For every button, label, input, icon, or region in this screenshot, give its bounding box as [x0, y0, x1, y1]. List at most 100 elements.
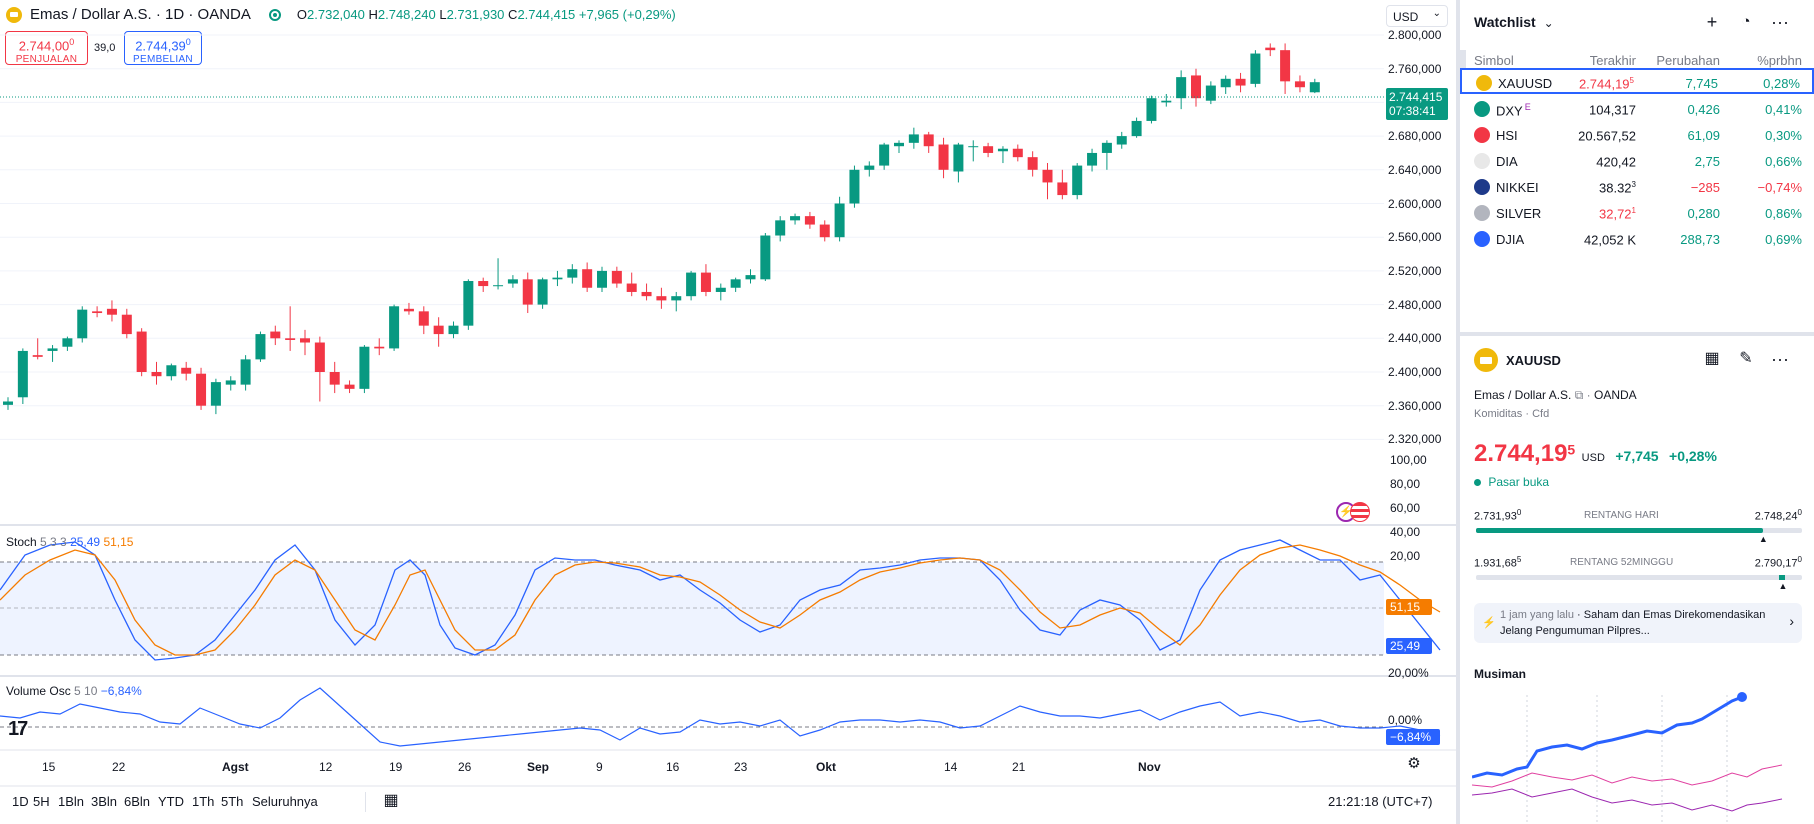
us-flag-icon[interactable]	[1350, 502, 1370, 522]
candle	[522, 279, 533, 305]
watchlist-row[interactable]: DXY E 104,317 0,426 0,41%	[1460, 94, 1814, 124]
chart-title[interactable]: Emas / Dollar A.S. · 1D · OANDA	[30, 6, 251, 23]
col-pct[interactable]: %prbhn	[1757, 53, 1802, 68]
watchlist-symbol: DJIA	[1496, 232, 1525, 247]
col-change[interactable]: Perubahan	[1656, 53, 1720, 68]
day-range-marker-icon: ▲	[1758, 534, 1768, 544]
advanced-view-icon[interactable]: ◔	[1741, 13, 1751, 30]
range-button-6bln[interactable]: 6Bln	[124, 794, 151, 809]
candle	[552, 277, 563, 280]
price-axis-label: 2.640,000	[1388, 162, 1442, 177]
stoch-d-tag: 51,15	[1386, 599, 1432, 615]
time-axis-label: 23	[734, 760, 748, 774]
candle	[121, 314, 132, 335]
more-icon[interactable]: ···	[1771, 349, 1789, 369]
candle	[730, 279, 741, 288]
candle	[626, 283, 637, 292]
seasonal-chart[interactable]	[1472, 685, 1802, 824]
candle	[997, 148, 1008, 152]
time-axis-label: 12	[319, 760, 333, 774]
range-button-5th[interactable]: 5Th	[221, 794, 244, 809]
candle	[1220, 78, 1231, 88]
news-item[interactable]: ⚡ 1 jam yang lalu · Saham dan Emas Direk…	[1474, 603, 1802, 643]
range-button-1th[interactable]: 1Th	[192, 794, 215, 809]
candle	[403, 308, 414, 312]
ohlc-values: O2.732,040 H2.748,240 L2.731,930 C2.744,…	[296, 7, 676, 22]
edit-icon[interactable]: ✎	[1739, 350, 1753, 367]
chevron-down-icon: ⌄	[1432, 8, 1441, 19]
watchlist-last: 32,721	[1599, 206, 1636, 222]
watchlist-last: 20.567,52	[1578, 128, 1636, 144]
candle	[1191, 75, 1201, 99]
candle	[1265, 47, 1276, 51]
right-panel: Watchlist ⌄ + ◔ ··· Simbol Terakhir Peru…	[1456, 0, 1814, 824]
watchlist-pct: 0,28%	[1763, 76, 1800, 91]
range-button-1d[interactable]: 1D	[12, 794, 29, 809]
lightning-icon: ⚡	[1482, 617, 1496, 629]
external-link-icon[interactable]: ⧉	[1574, 388, 1584, 402]
candle	[92, 311, 103, 314]
details-symbol[interactable]: XAUUSD	[1506, 353, 1561, 368]
watchlist-row[interactable]: DIA 420,42 2,75 0,66%	[1460, 146, 1814, 176]
stoch-axis-label: 80,00	[1390, 477, 1421, 491]
candle	[745, 275, 756, 280]
range-button-ytd[interactable]: YTD	[158, 794, 184, 809]
range-button-1bln[interactable]: 1Bln	[58, 794, 85, 809]
gold-icon	[6, 6, 22, 23]
candle	[166, 365, 177, 377]
seasonal-title[interactable]: Musiman	[1474, 667, 1527, 681]
range-button-seluruhnya[interactable]: Seluruhnya	[252, 794, 318, 809]
volosc-legend[interactable]: Volume Osc 5 10 −6,84%	[6, 684, 142, 698]
grid-icon[interactable]: ▦	[1704, 350, 1720, 367]
volosc-line	[0, 687, 1441, 747]
chart-area[interactable]: Emas / Dollar A.S. · 1D · OANDA O2.732,0…	[0, 0, 1456, 824]
candle	[1146, 98, 1157, 121]
sell-button[interactable]: 2.744,000 PENJUALAN	[5, 31, 88, 65]
add-symbol-icon[interactable]: +	[1706, 12, 1718, 32]
watchlist-row[interactable]: DJIA 42,052 K 288,73 0,69%	[1460, 224, 1814, 254]
watchlist-row[interactable]: HSI 20.567,52 61,09 0,30%	[1460, 120, 1814, 150]
candle	[1131, 120, 1142, 137]
clock[interactable]: 21:21:18 (UTC+7)	[1328, 794, 1433, 809]
candle	[879, 144, 890, 166]
range-button-5h[interactable]: 5H	[33, 794, 50, 809]
currency-select[interactable]: USD ⌄	[1386, 5, 1448, 27]
watchlist-row[interactable]: XAUUSD 2.744,195 7,745 0,28%	[1460, 68, 1814, 94]
market-status: Pasar buka	[1474, 475, 1549, 489]
col-last[interactable]: Terakhir	[1589, 53, 1636, 68]
buy-button[interactable]: 2.744,390 PEMBELIAN	[124, 31, 202, 65]
candle	[790, 216, 801, 221]
price-chart[interactable]	[0, 0, 1456, 824]
watchlist-title[interactable]: Watchlist ⌄	[1474, 14, 1554, 30]
panel-divider[interactable]	[1460, 332, 1814, 336]
watchlist-row[interactable]: SILVER 32,721 0,280 0,86%	[1460, 198, 1814, 228]
details-name-row: Emas / Dollar A.S. ⧉ · OANDA	[1474, 388, 1637, 402]
tradingview-logo[interactable]: 17	[8, 718, 28, 740]
time-axis-label: 15	[42, 760, 56, 774]
more-icon[interactable]: ···	[1771, 12, 1789, 32]
candle	[225, 380, 236, 385]
candle	[196, 373, 207, 406]
candle	[62, 338, 73, 347]
watchlist-row[interactable]: NIKKEI 38.323 −285 −0,74%	[1460, 172, 1814, 202]
price-axis-label: 2.440,000	[1388, 331, 1442, 346]
price-axis-label: 2.760,000	[1388, 61, 1442, 76]
stoch-k-line	[0, 539, 1441, 661]
watchlist-last: 2.744,195	[1578, 76, 1634, 92]
candle	[3, 401, 13, 405]
candle	[359, 346, 370, 389]
range-button-3bln[interactable]: 3Bln	[91, 794, 118, 809]
candle	[507, 279, 518, 284]
candle	[1116, 136, 1127, 145]
watchlist-pct: 0,66%	[1765, 154, 1802, 169]
spread-value: 39,0	[94, 42, 116, 54]
price-axis-label: 2.800,000	[1388, 28, 1442, 42]
settings-icon[interactable]: ⚙	[1407, 755, 1421, 772]
time-axis-label: 21	[1012, 760, 1026, 774]
candle	[1161, 100, 1172, 103]
watchlist-drag-handle[interactable]	[1460, 50, 1466, 70]
watchlist-pct: 0,69%	[1765, 232, 1802, 247]
stoch-legend[interactable]: Stoch 5 3 3 25,49 51,15	[6, 535, 134, 549]
col-symbol[interactable]: Simbol	[1474, 53, 1514, 68]
calendar-icon[interactable]: ▦	[383, 792, 399, 809]
